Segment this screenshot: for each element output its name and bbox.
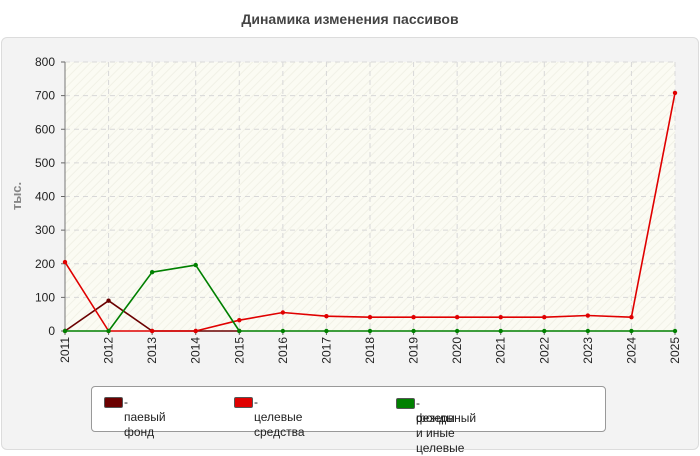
y-tick-label: 400 <box>35 190 55 204</box>
x-tick-label: 2016 <box>276 337 290 364</box>
data-point-series-2 <box>367 328 373 334</box>
x-tick-labels: 2011 2012 2013 2014 2015 2016 2017 2018 2019 2020… <box>58 337 682 364</box>
data-point-series-2 <box>542 328 547 334</box>
x-tick-label: 2012 <box>102 337 116 364</box>
data-point-series-1 <box>367 315 373 320</box>
x-tick-label: 2023 <box>581 337 595 364</box>
x-tick-label: 2020 <box>450 337 464 364</box>
legend-swatch-paevoy-fond <box>104 397 123 408</box>
y-tick-label: 500 <box>35 156 55 170</box>
grid-lines <box>64 61 676 332</box>
data-point-series-1 <box>149 328 155 334</box>
x-tick-label: 2022 <box>537 337 551 364</box>
series-lines <box>62 90 678 334</box>
data-point-series-1 <box>498 315 503 320</box>
y-tick-label: 600 <box>35 122 55 136</box>
y-tick-labels: 0 100 200 300 400 500 600 700 800 <box>35 55 55 338</box>
y-tick-label: 700 <box>35 89 55 103</box>
data-point-series-1 <box>193 328 198 334</box>
legend-label: - целевые средства <box>254 395 305 439</box>
data-point-series-2 <box>672 328 678 334</box>
data-point-series-2 <box>237 328 242 334</box>
x-tick-label: 2025 <box>668 337 682 364</box>
data-point-series-2 <box>106 328 111 334</box>
data-point-series-1 <box>324 314 329 319</box>
legend: - паевый фонд - целевые средства - резер… <box>91 386 606 455</box>
data-point-series-1 <box>411 315 416 320</box>
data-point-series-2 <box>324 328 329 334</box>
x-tick-label: 2014 <box>189 337 203 364</box>
data-point-series-1 <box>280 310 286 315</box>
chart-title: Динамика изменения пассивов <box>241 11 459 27</box>
legend-label: - резервный и иные целевые <box>416 396 477 455</box>
data-point-series-2 <box>585 328 591 334</box>
data-point-series-1 <box>585 313 591 318</box>
data-point-series-1 <box>454 315 460 320</box>
data-point-series-2 <box>629 328 634 334</box>
x-tick-label: 2021 <box>494 337 508 364</box>
y-tick-label: 200 <box>35 257 55 271</box>
data-point-series-2 <box>411 328 416 334</box>
y-tick-label: 0 <box>48 324 55 338</box>
data-point-series-2 <box>454 328 460 334</box>
x-tick-label: 2018 <box>363 337 377 364</box>
data-point-series-1 <box>542 315 547 320</box>
y-tick-label: 100 <box>35 290 55 304</box>
data-point-series-1 <box>62 259 68 265</box>
y-tick-label: 800 <box>35 55 55 69</box>
legend-swatch-tselevye-sredstva <box>234 397 253 408</box>
x-tick-label: 2017 <box>319 337 333 364</box>
data-point-series-0 <box>106 298 111 303</box>
legend-label-continuation: фонды <box>416 411 455 425</box>
x-tick-label: 2011 <box>58 337 72 363</box>
y-tick-label: 300 <box>35 223 55 237</box>
data-point-series-2 <box>149 269 155 275</box>
y-axis-label: тыс. <box>9 182 24 210</box>
x-tick-label: 2024 <box>624 337 638 364</box>
x-tick-label: 2015 <box>232 337 246 364</box>
x-tick-label: 2013 <box>145 337 159 364</box>
data-point-series-2 <box>280 328 286 334</box>
data-point-series-1 <box>672 90 678 96</box>
data-point-series-1 <box>629 315 634 320</box>
data-point-series-2 <box>498 328 503 334</box>
data-point-series-2 <box>62 328 68 334</box>
legend-swatch-rezervnyy-fond <box>396 398 415 409</box>
legend-label: - паевый фонд <box>124 395 166 439</box>
data-point-series-2 <box>193 262 198 268</box>
data-point-series-1 <box>237 318 242 323</box>
x-tick-label: 2019 <box>407 337 421 364</box>
